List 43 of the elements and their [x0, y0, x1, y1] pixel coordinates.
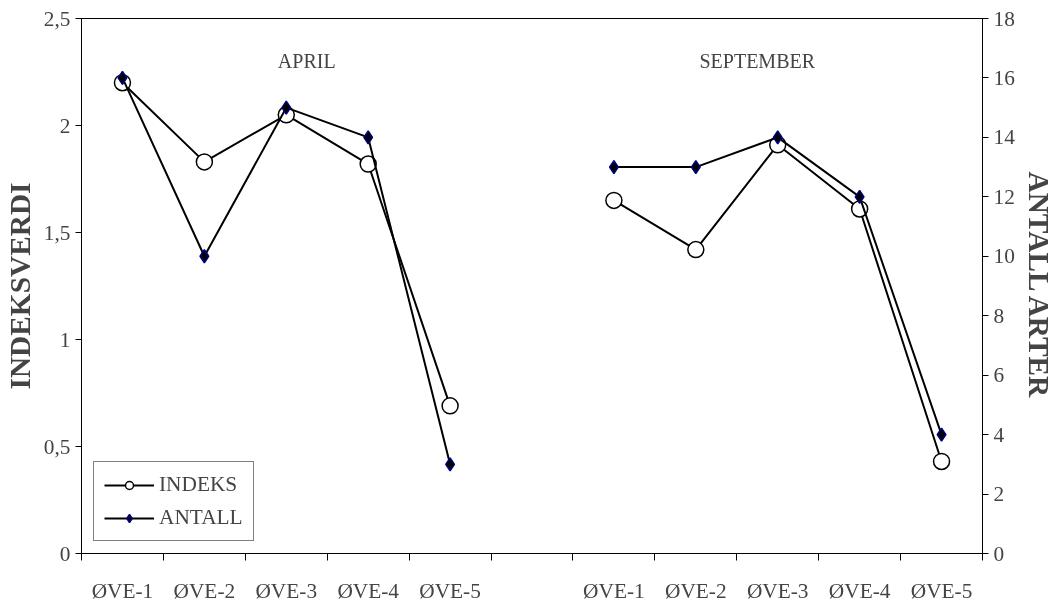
y2-tick-label: 18: [993, 6, 1015, 31]
annotation: SEPTEMBER: [699, 50, 816, 72]
x-tick-label: ØVE-2: [665, 578, 727, 603]
y2-tick-label: 6: [993, 363, 1005, 388]
annotation: APRIL: [277, 50, 336, 72]
point: [932, 452, 951, 471]
y-tick-label: 0,5: [43, 434, 71, 459]
x-tick-label: ØVE-1: [91, 578, 154, 603]
point: [441, 397, 459, 415]
y2-axis-title: ANTALL ARTER: [1022, 171, 1055, 399]
y2-tick-label: 0: [993, 541, 1005, 566]
y2-tick-label: 16: [993, 65, 1016, 90]
x-tick-label: ØVE-5: [419, 578, 481, 603]
x-tick-label: ØVE-5: [910, 578, 973, 603]
y-tick-label: 2: [59, 113, 71, 138]
point: [605, 191, 623, 210]
x-tick-label: ØVE-3: [255, 578, 318, 603]
x-tick-label: ØVE-3: [746, 578, 809, 603]
y-tick-label: 0: [59, 541, 71, 566]
y-tick-label: 1,5: [43, 220, 71, 245]
y2-tick-label: 14: [993, 125, 1016, 150]
y-tick-label: 1: [59, 327, 71, 352]
y2-tick-label: 10: [993, 244, 1015, 269]
y2-tick-label: 12: [993, 184, 1015, 209]
point: [199, 249, 210, 264]
point: [936, 427, 947, 442]
x-tick-label: ØVE-4: [337, 578, 400, 603]
x-tick-label: ØVE-2: [173, 578, 236, 603]
x-tick-label: ØVE-1: [583, 578, 645, 603]
legend-label: ANTALL: [159, 505, 243, 530]
point: [363, 130, 374, 145]
point: [195, 153, 214, 171]
point: [445, 457, 456, 472]
legend-label: INDEKS: [159, 472, 238, 497]
x-tick-label: ØVE-4: [828, 578, 891, 603]
point: [281, 100, 292, 115]
y2-tick-label: 4: [993, 422, 1005, 447]
y-tick-label: 2,5: [43, 6, 71, 31]
point: [687, 240, 705, 259]
y2-tick-label: 8: [993, 303, 1005, 328]
point: [772, 130, 783, 145]
y-axis-title: INDEKSVERDI: [3, 182, 36, 390]
y2-tick-label: 2: [993, 482, 1005, 507]
